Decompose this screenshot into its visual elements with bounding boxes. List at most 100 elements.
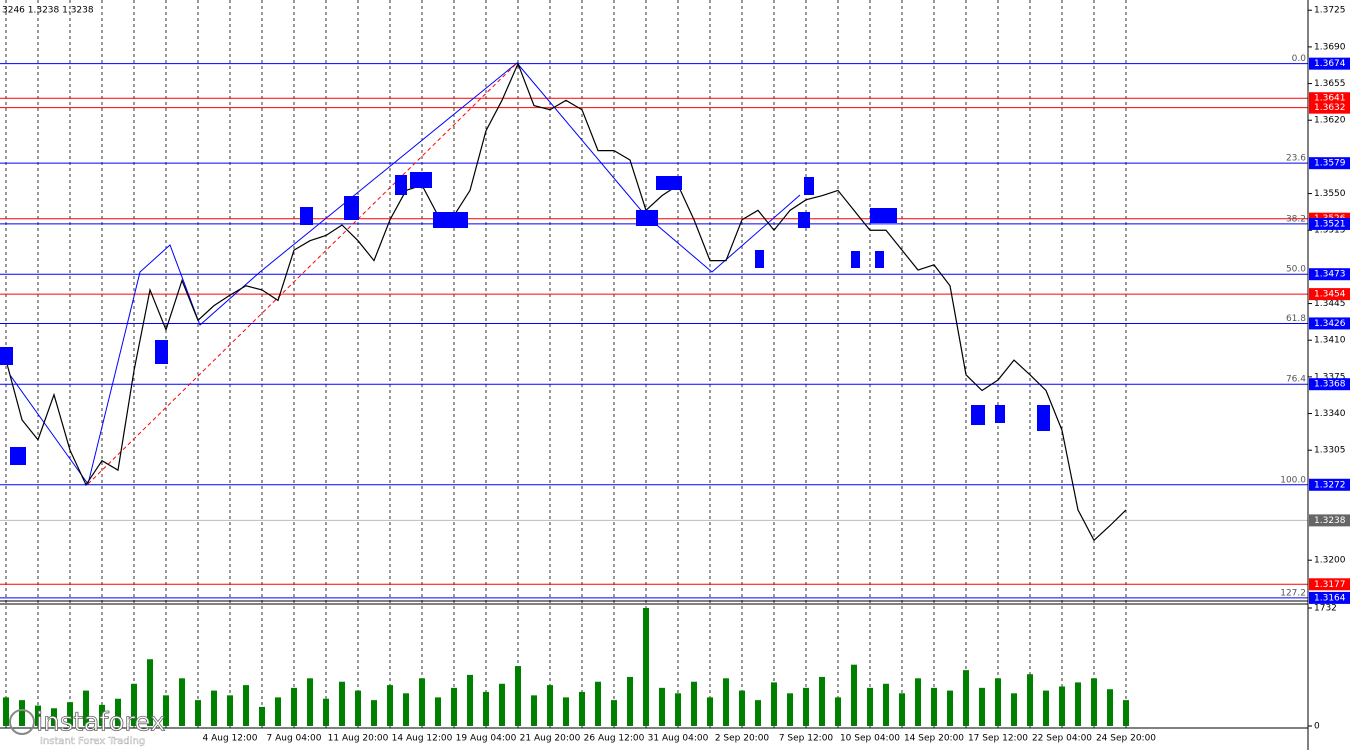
- x-tick-label: 4 Aug 12:00: [203, 734, 258, 744]
- watermark-icon: [9, 709, 35, 735]
- volume-bar: [3, 697, 9, 726]
- volume-bar: [1107, 689, 1113, 726]
- volume-tick-label: 1732: [1314, 604, 1337, 614]
- fib-label: 76.4: [1286, 375, 1306, 385]
- trend-lines: [9, 62, 801, 486]
- volume-bar: [595, 681, 601, 726]
- marker: [851, 251, 860, 268]
- red-level-label: 1.3454: [1314, 290, 1346, 300]
- volume-bar: [467, 674, 473, 726]
- price-axis: 4 Aug 12:00 7 Aug 04:00 11 Aug 20:00 14 Aug…: [203, 6, 1350, 744]
- fib-level-label: 1.3579: [1314, 159, 1346, 169]
- volume-bar: [275, 697, 281, 726]
- red-level-label: 1.3177: [1314, 580, 1346, 590]
- y-tick-label: 1.3340: [1314, 409, 1346, 419]
- red-level-box: [1309, 288, 1350, 301]
- fib-label: 50.0: [1286, 265, 1306, 275]
- x-tick-label: 14 Sep 20:00: [904, 734, 964, 744]
- volume-bar: [659, 687, 665, 726]
- volume-bar: [83, 690, 89, 726]
- y-tick-label: 1.3515: [1314, 226, 1346, 236]
- red-level-label: 1.3632: [1314, 103, 1346, 113]
- marker: [1037, 405, 1050, 431]
- x-tick-label: 14 Aug 12:00: [392, 734, 453, 744]
- volume-bar: [1123, 700, 1129, 726]
- volume-bar: [867, 687, 873, 726]
- volume-bar: [243, 685, 249, 726]
- grid: [5, 0, 1127, 728]
- x-tick-label: 19 Aug 04:00: [456, 734, 517, 744]
- volume-bar: [419, 678, 425, 726]
- x-tick-label: 11 Aug 20:00: [328, 734, 389, 744]
- x-tick-label: 26 Aug 12:00: [584, 734, 645, 744]
- current-price-label: 1.3238: [1314, 516, 1346, 526]
- volume-tick-label: 0: [1314, 722, 1320, 732]
- fib-level-box: [1309, 157, 1350, 170]
- volume-bar: [627, 676, 633, 726]
- volume-bar: [723, 678, 729, 726]
- volume-bar: [115, 698, 121, 726]
- y-tick-label: 1.3690: [1314, 42, 1346, 52]
- x-tick-label: 21 Aug 20:00: [520, 734, 581, 744]
- y-tick-label: 1.3655: [1314, 79, 1346, 89]
- volume-bar: [339, 681, 345, 726]
- x-tick-label: 2 Sep 20:00: [715, 734, 770, 744]
- fib-level-box: [1309, 378, 1350, 391]
- marker: [395, 175, 407, 195]
- volume-bar: [675, 693, 681, 726]
- fib-label: 0.0: [1292, 54, 1307, 64]
- fib-level-label: 1.3521: [1314, 219, 1346, 229]
- volume-bar: [355, 690, 361, 726]
- fib-label: 100.0: [1280, 475, 1306, 485]
- x-tick-label: 22 Sep 04:00: [1032, 734, 1092, 744]
- volume-bar: [67, 702, 73, 726]
- y-tick-label: 1.3410: [1314, 336, 1346, 346]
- volume-bar: [1027, 674, 1033, 726]
- volume-bar: [819, 676, 825, 726]
- x-tick-label: 17 Sep 12:00: [968, 734, 1028, 744]
- watermark-tagline: Instant Forex Trading: [40, 736, 145, 747]
- volume-bar: [403, 693, 409, 726]
- volume-bar: [1011, 693, 1017, 726]
- volume-bar: [851, 664, 857, 726]
- red-level-box: [1309, 578, 1350, 591]
- volume-bar: [755, 700, 761, 726]
- watermark: instaforex Instant Forex Trading: [9, 707, 166, 747]
- marker: [10, 447, 26, 465]
- volume-bar: [579, 691, 585, 726]
- volume-bar: [51, 708, 57, 726]
- volume-bar: [963, 670, 969, 726]
- fib-label: 23.6: [1286, 154, 1306, 164]
- fib-level-box: [1309, 591, 1350, 604]
- volume-bar: [179, 678, 185, 726]
- marker: [656, 176, 682, 190]
- fib-label: 61.8: [1286, 314, 1306, 324]
- volume-bar: [771, 682, 777, 726]
- volume-bar: [1059, 686, 1065, 726]
- volume-bar: [499, 683, 505, 726]
- volume-bar: [227, 695, 233, 726]
- fib-level-box: [1309, 317, 1350, 330]
- volume-bar: [35, 705, 41, 726]
- red-level-box: [1309, 101, 1350, 114]
- volume-bar: [547, 685, 553, 726]
- volume-bar: [163, 695, 169, 726]
- volume-bar: [323, 698, 329, 726]
- plot: [5, 62, 1127, 542]
- volume-bar: [835, 697, 841, 726]
- fib-label: 38.2: [1286, 214, 1306, 224]
- zigzag: [9, 62, 801, 486]
- volume-bar: [195, 700, 201, 726]
- fib-level-label: 1.3272: [1314, 480, 1346, 490]
- signal-markers: [0, 172, 1050, 465]
- x-tick-label: 7 Aug 04:00: [267, 734, 322, 744]
- price-line: [5, 62, 1127, 542]
- fib-level-box: [1309, 57, 1350, 70]
- volume-bar: [451, 687, 457, 726]
- volume-bar: [435, 697, 441, 726]
- marker: [344, 196, 359, 220]
- fib-level-box: [1309, 217, 1350, 230]
- marker: [804, 177, 814, 195]
- volume-bar: [515, 666, 521, 726]
